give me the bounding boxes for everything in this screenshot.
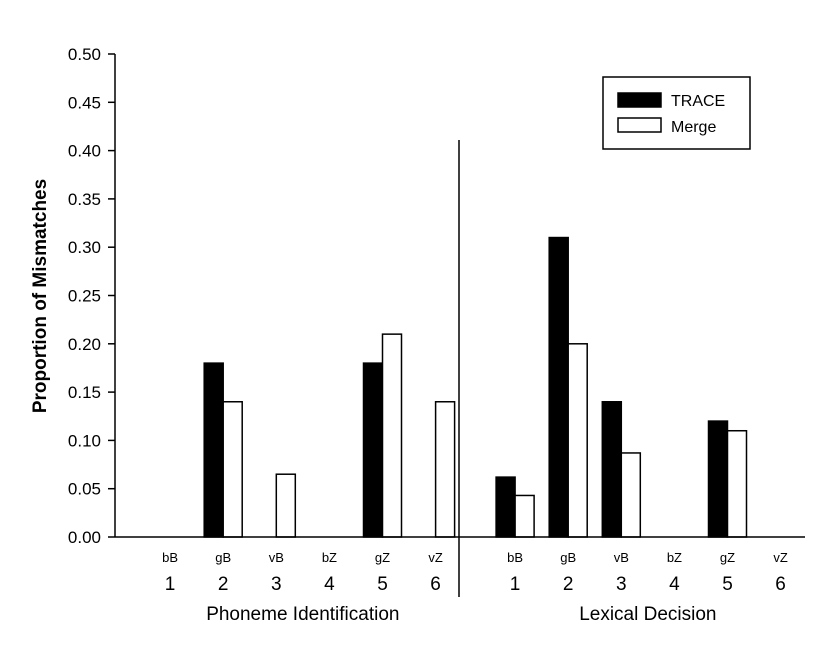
y-tick-label: 0.10 — [68, 431, 101, 450]
y-tick-label: 0.45 — [68, 93, 101, 112]
bar-trace — [707, 420, 729, 538]
x-category-number: 6 — [775, 574, 786, 595]
y-tick-label: 0.50 — [68, 45, 101, 64]
x-category-number: 1 — [165, 574, 176, 595]
y-tick-label: 0.20 — [68, 335, 101, 354]
bar-merge — [434, 401, 456, 538]
bar-trace — [362, 362, 384, 538]
legend-swatch-merge — [617, 117, 662, 133]
bar-trace — [495, 476, 516, 538]
x-category-number: 5 — [722, 574, 733, 595]
x-category-number: 4 — [669, 574, 680, 595]
x-group-label: Lexical Decision — [579, 604, 716, 625]
y-tick-label: 0.25 — [68, 287, 101, 306]
y-tick-label: 0.05 — [68, 480, 101, 499]
bar-trace — [203, 362, 224, 538]
x-group-label: Phoneme Identification — [206, 604, 399, 625]
x-category-number: 2 — [563, 574, 574, 595]
x-axis: bB 1 gB 2 vB 3 bZ 4 gZ 5 vZ 6 Phoneme Identification… — [115, 140, 805, 625]
legend-swatch-trace — [617, 92, 662, 108]
x-category-code: bB — [507, 550, 523, 565]
x-category-code: vB — [614, 550, 629, 565]
y-tick-label: 0.00 — [68, 528, 101, 547]
x-category-number: 2 — [218, 574, 229, 595]
bar-merge — [222, 401, 243, 538]
y-tick-label: 0.35 — [68, 190, 101, 209]
bar-merge — [567, 343, 588, 538]
y-tick-label: 0.40 — [68, 142, 101, 161]
bar-merge — [620, 452, 642, 538]
x-category-number: 3 — [271, 574, 282, 595]
y-axis-label: Proportion of Mismatches — [30, 179, 51, 413]
bar-merge — [275, 473, 297, 538]
x-category-number: 6 — [430, 574, 441, 595]
x-category-number: 3 — [616, 574, 627, 595]
x-category-code: vZ — [428, 550, 443, 565]
x-category-code: gB — [215, 550, 231, 565]
bar-merge — [381, 333, 403, 538]
x-category-code: bZ — [322, 550, 337, 565]
legend-box — [602, 76, 751, 150]
x-category-number: 5 — [377, 574, 388, 595]
legend-label-trace: TRACE — [671, 93, 725, 110]
bars — [203, 236, 748, 538]
x-category-code: vB — [269, 550, 284, 565]
x-category-number: 4 — [324, 574, 335, 595]
y-tick-label: 0.30 — [68, 238, 101, 257]
y-axis: 0.00 0.05 0.10 0.15 0.20 0.25 0.30 0.35 0.40 0.45… — [68, 45, 116, 547]
bar-merge — [726, 429, 748, 538]
x-category-number: 1 — [510, 574, 521, 595]
y-tick-label: 0.15 — [68, 383, 101, 402]
legend-label-merge: Merge — [671, 119, 716, 136]
bar-merge — [514, 494, 535, 538]
x-category-code: gZ — [720, 550, 735, 565]
x-category-code: bB — [162, 550, 178, 565]
x-category-code: vZ — [773, 550, 788, 565]
x-category-code: gZ — [375, 550, 390, 565]
bar-trace — [601, 401, 623, 538]
x-category-code: bZ — [667, 550, 682, 565]
x-category-code: gB — [560, 550, 576, 565]
legend: TRACE Merge — [602, 76, 751, 150]
bar-trace — [548, 236, 569, 538]
